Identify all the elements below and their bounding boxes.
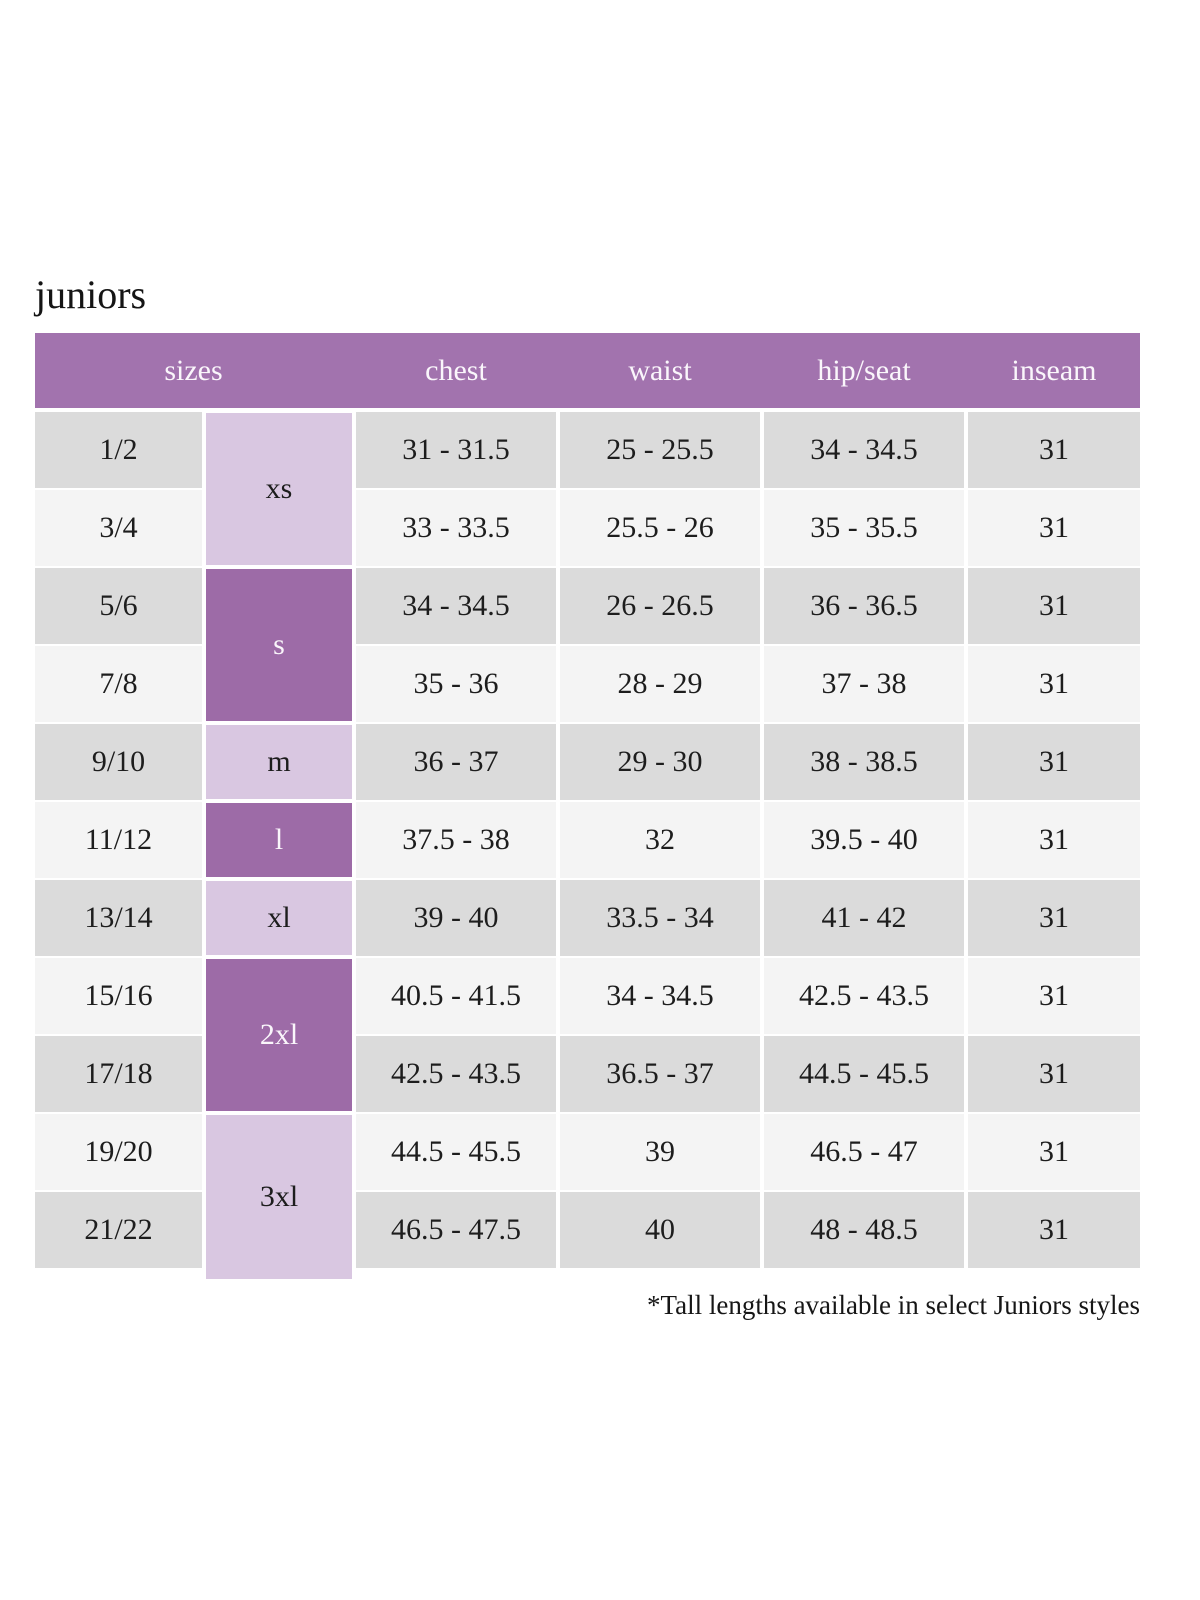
column-header-chest: chest — [425, 353, 487, 387]
waist-cell: 25 - 25.5 — [560, 412, 760, 488]
chest-cell: 34 - 34.5 — [356, 568, 556, 644]
inseam-cell: 31 — [968, 646, 1140, 722]
inseam-cell: 31 — [968, 880, 1140, 956]
inseam-cell: 31 — [968, 1114, 1140, 1190]
size-group-cell-m: m — [206, 725, 352, 799]
waist-cell: 28 - 29 — [560, 646, 760, 722]
hip-seat-cell: 38 - 38.5 — [764, 724, 964, 800]
chest-cell: 44.5 - 45.5 — [356, 1114, 556, 1190]
chest-cell: 46.5 - 47.5 — [356, 1192, 556, 1268]
inseam-cell: 31 — [968, 1192, 1140, 1268]
waist-cell: 25.5 - 26 — [560, 490, 760, 566]
chest-cell: 33 - 33.5 — [356, 490, 556, 566]
chest-cell: 35 - 36 — [356, 646, 556, 722]
hip-seat-cell: 48 - 48.5 — [764, 1192, 964, 1268]
size-range-cell: 13/14 — [35, 880, 202, 956]
footnote: *Tall lengths available in select Junior… — [646, 1290, 1140, 1320]
hip-seat-cell: 36 - 36.5 — [764, 568, 964, 644]
hip-seat-cell: 41 - 42 — [764, 880, 964, 956]
size-chart-content: juniors sizes chest waist hip/seat insea… — [35, 272, 1140, 1321]
hip-seat-cell: 44.5 - 45.5 — [764, 1036, 964, 1112]
hip-seat-cell: 46.5 - 47 — [764, 1114, 964, 1190]
inseam-cell: 31 — [968, 490, 1140, 566]
size-range-cell: 7/8 — [35, 646, 202, 722]
waist-cell: 36.5 - 37 — [560, 1036, 760, 1112]
size-group-cell-xs: xs — [206, 413, 352, 565]
hip-seat-cell: 34 - 34.5 — [764, 412, 964, 488]
inseam-cell: 31 — [968, 412, 1140, 488]
inseam-cell: 31 — [968, 568, 1140, 644]
size-range-cell: 9/10 — [35, 724, 202, 800]
waist-cell: 26 - 26.5 — [560, 568, 760, 644]
size-range-cell: 19/20 — [35, 1114, 202, 1190]
chest-cell: 42.5 - 43.5 — [356, 1036, 556, 1112]
waist-cell: 33.5 - 34 — [560, 880, 760, 956]
size-range-cell: 17/18 — [35, 1036, 202, 1112]
size-chart-table: sizes chest waist hip/seat inseam 1/2 31 … — [35, 333, 1140, 1280]
size-range-cell: 21/22 — [35, 1192, 202, 1268]
size-range-cell: 3/4 — [35, 490, 202, 566]
inseam-cell: 31 — [968, 958, 1140, 1034]
hip-seat-cell: 42.5 - 43.5 — [764, 958, 964, 1034]
size-range-cell: 1/2 — [35, 412, 202, 488]
page-title: juniors — [35, 272, 147, 317]
size-group-cell-2xl: 2xl — [206, 959, 352, 1111]
hip-seat-cell: 35 - 35.5 — [764, 490, 964, 566]
column-header-hip-seat: hip/seat — [817, 353, 911, 387]
size-range-cell: 11/12 — [35, 802, 202, 878]
size-group-cell-3xl: 3xl — [206, 1115, 352, 1279]
waist-cell: 29 - 30 — [560, 724, 760, 800]
table-header-row: sizes chest waist hip/seat inseam — [35, 333, 1140, 408]
inseam-cell: 31 — [968, 1036, 1140, 1112]
table-body: 1/2 31 - 31.5 25 - 25.5 34 - 34.5 31 3/4 33 - … — [35, 412, 1140, 1280]
chest-cell: 37.5 - 38 — [356, 802, 556, 878]
size-group-cell-l: l — [206, 803, 352, 877]
size-range-cell: 15/16 — [35, 958, 202, 1034]
size-group-cell-xl: xl — [206, 881, 352, 955]
waist-cell: 34 - 34.5 — [560, 958, 760, 1034]
column-header-sizes: sizes — [164, 353, 223, 387]
size-group-cell-s: s — [206, 569, 352, 721]
column-header-inseam: inseam — [1011, 353, 1097, 387]
chest-cell: 39 - 40 — [356, 880, 556, 956]
chest-cell: 36 - 37 — [356, 724, 556, 800]
column-header-waist: waist — [628, 353, 692, 387]
waist-cell: 40 — [560, 1192, 760, 1268]
inseam-cell: 31 — [968, 802, 1140, 878]
waist-cell: 39 — [560, 1114, 760, 1190]
hip-seat-cell: 37 - 38 — [764, 646, 964, 722]
size-range-cell: 5/6 — [35, 568, 202, 644]
chest-cell: 40.5 - 41.5 — [356, 958, 556, 1034]
chest-cell: 31 - 31.5 — [356, 412, 556, 488]
inseam-cell: 31 — [968, 724, 1140, 800]
hip-seat-cell: 39.5 - 40 — [764, 802, 964, 878]
waist-cell: 32 — [560, 802, 760, 878]
